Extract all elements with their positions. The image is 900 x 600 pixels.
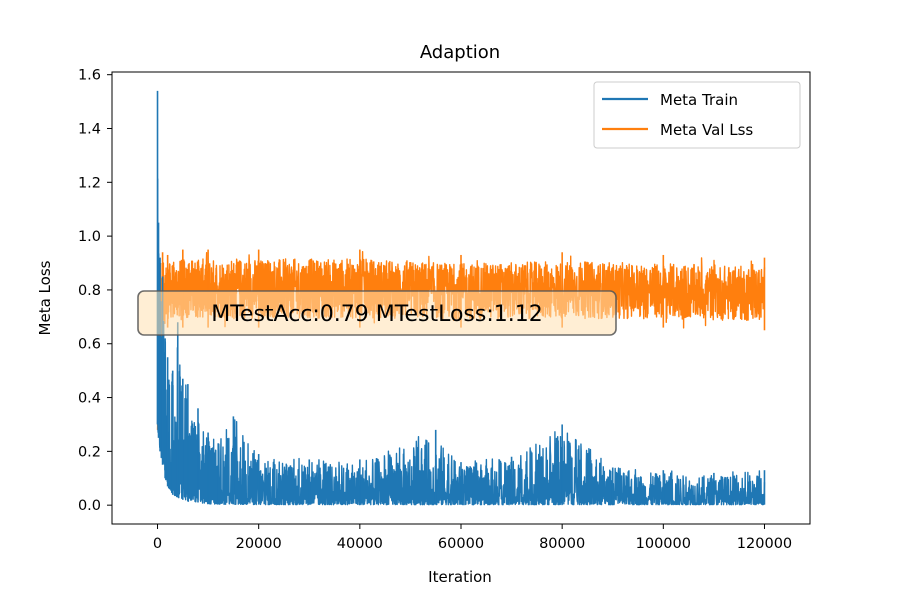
chart-title: Adaption <box>420 42 500 63</box>
y-tick-label: 0.2 <box>78 444 101 460</box>
annotation-box: MTestAcc:0.79 MTestLoss:1.12 <box>137 290 617 336</box>
x-tick-label: 40000 <box>337 536 383 552</box>
x-tick-label: 120000 <box>737 536 792 552</box>
y-tick-label: 1.0 <box>78 229 101 245</box>
x-tick-label: 60000 <box>438 536 484 552</box>
y-tick-label: 1.4 <box>78 122 101 138</box>
legend-label-meta-val-lss: Meta Val Lss <box>660 121 753 139</box>
y-tick-label: 1.2 <box>78 175 101 191</box>
x-axis-label: Iteration <box>428 568 492 586</box>
annotation-text: MTestAcc:0.79 MTestLoss:1.12 <box>211 302 543 327</box>
x-tick-label: 20000 <box>236 536 282 552</box>
y-tick-label: 1.6 <box>78 68 101 84</box>
axes: 0 20000 40000 60000 80000 100000 120000 0.0 0.2 0… <box>78 68 811 552</box>
series-line-meta-train <box>156 178 766 506</box>
y-tick-label: 0.6 <box>78 337 101 353</box>
y-tick-label: 0.4 <box>78 391 101 407</box>
legend: Meta Train Meta Val Lss <box>593 81 801 149</box>
y-axis-label: Meta Loss <box>36 260 54 335</box>
x-tick-label: 0 <box>153 536 162 552</box>
series-line-meta-val-lss <box>156 250 766 430</box>
annotation-background <box>137 290 617 336</box>
legend-label-meta-train: Meta Train <box>660 91 738 109</box>
y-tick-label: 0.0 <box>78 498 101 514</box>
y-tick-label: 0.8 <box>78 283 101 299</box>
x-tick-label: 80000 <box>539 536 585 552</box>
x-tick-label: 100000 <box>636 536 691 552</box>
